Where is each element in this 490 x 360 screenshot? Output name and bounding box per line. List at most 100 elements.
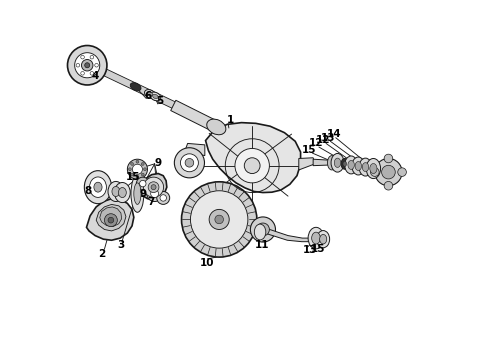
Circle shape bbox=[136, 177, 149, 190]
Circle shape bbox=[215, 215, 223, 224]
Text: 12: 12 bbox=[309, 139, 323, 148]
Circle shape bbox=[141, 173, 144, 176]
Circle shape bbox=[127, 159, 147, 179]
Circle shape bbox=[382, 165, 395, 179]
Ellipse shape bbox=[119, 188, 126, 198]
Ellipse shape bbox=[331, 153, 344, 172]
Ellipse shape bbox=[115, 183, 130, 203]
Text: 13: 13 bbox=[321, 133, 336, 143]
Circle shape bbox=[147, 186, 163, 202]
Circle shape bbox=[151, 190, 159, 198]
Circle shape bbox=[245, 158, 260, 174]
Ellipse shape bbox=[254, 224, 266, 240]
Ellipse shape bbox=[319, 234, 327, 244]
Text: 6: 6 bbox=[145, 91, 152, 101]
Text: 10: 10 bbox=[200, 258, 215, 268]
Circle shape bbox=[256, 223, 270, 236]
Ellipse shape bbox=[352, 157, 365, 175]
Polygon shape bbox=[265, 228, 310, 242]
Ellipse shape bbox=[341, 158, 348, 169]
Text: 11: 11 bbox=[255, 240, 270, 250]
Circle shape bbox=[136, 175, 139, 178]
Circle shape bbox=[68, 45, 107, 85]
Ellipse shape bbox=[147, 92, 153, 96]
Circle shape bbox=[141, 162, 144, 165]
Ellipse shape bbox=[370, 163, 377, 174]
Circle shape bbox=[136, 160, 139, 163]
Circle shape bbox=[74, 53, 100, 78]
Circle shape bbox=[128, 168, 131, 171]
Ellipse shape bbox=[108, 181, 124, 202]
Ellipse shape bbox=[317, 230, 330, 248]
Polygon shape bbox=[96, 204, 126, 231]
Ellipse shape bbox=[355, 162, 362, 171]
Circle shape bbox=[131, 162, 134, 165]
Circle shape bbox=[185, 158, 194, 167]
Text: 1: 1 bbox=[226, 115, 234, 125]
Ellipse shape bbox=[344, 156, 358, 174]
Circle shape bbox=[157, 192, 170, 204]
Ellipse shape bbox=[94, 182, 102, 192]
Ellipse shape bbox=[134, 183, 141, 204]
Circle shape bbox=[95, 63, 98, 67]
Text: 5: 5 bbox=[156, 96, 163, 106]
Ellipse shape bbox=[112, 186, 120, 197]
Ellipse shape bbox=[145, 90, 155, 98]
Circle shape bbox=[104, 214, 117, 226]
Text: 15: 15 bbox=[301, 144, 316, 154]
Polygon shape bbox=[100, 207, 122, 226]
Ellipse shape bbox=[359, 158, 372, 176]
Circle shape bbox=[191, 191, 248, 248]
Circle shape bbox=[140, 180, 146, 187]
Polygon shape bbox=[299, 158, 315, 170]
Circle shape bbox=[90, 55, 94, 59]
Text: 15: 15 bbox=[126, 172, 140, 182]
Circle shape bbox=[76, 63, 80, 67]
Circle shape bbox=[384, 181, 393, 190]
Circle shape bbox=[151, 185, 156, 190]
Text: 13: 13 bbox=[303, 245, 318, 255]
Text: 15: 15 bbox=[311, 244, 326, 254]
Circle shape bbox=[81, 59, 93, 71]
Text: 4: 4 bbox=[92, 71, 99, 81]
Ellipse shape bbox=[366, 158, 381, 179]
Polygon shape bbox=[140, 174, 167, 200]
Text: 9: 9 bbox=[155, 158, 162, 168]
Ellipse shape bbox=[152, 94, 158, 99]
Circle shape bbox=[181, 182, 257, 257]
Polygon shape bbox=[185, 143, 205, 156]
Ellipse shape bbox=[130, 83, 141, 91]
Ellipse shape bbox=[327, 156, 336, 170]
Ellipse shape bbox=[348, 161, 354, 170]
Circle shape bbox=[85, 63, 90, 68]
Circle shape bbox=[108, 217, 114, 223]
Ellipse shape bbox=[362, 163, 368, 172]
Circle shape bbox=[144, 168, 147, 171]
Polygon shape bbox=[103, 69, 182, 112]
Text: 7: 7 bbox=[147, 197, 155, 207]
Circle shape bbox=[174, 148, 204, 178]
Circle shape bbox=[370, 168, 379, 176]
Circle shape bbox=[132, 164, 143, 174]
Text: 12: 12 bbox=[316, 135, 330, 145]
Circle shape bbox=[160, 195, 167, 201]
Circle shape bbox=[375, 158, 402, 186]
Circle shape bbox=[250, 217, 275, 242]
Ellipse shape bbox=[207, 119, 226, 135]
Circle shape bbox=[384, 154, 393, 163]
Ellipse shape bbox=[84, 171, 112, 204]
Ellipse shape bbox=[150, 92, 161, 101]
Ellipse shape bbox=[312, 232, 320, 244]
Circle shape bbox=[148, 182, 159, 193]
Ellipse shape bbox=[90, 177, 106, 197]
Text: 2: 2 bbox=[98, 248, 105, 258]
Polygon shape bbox=[205, 123, 300, 193]
Circle shape bbox=[180, 154, 198, 172]
Text: 8: 8 bbox=[84, 186, 92, 197]
Circle shape bbox=[209, 210, 229, 229]
Text: 3: 3 bbox=[118, 240, 125, 250]
Circle shape bbox=[235, 148, 270, 183]
Circle shape bbox=[81, 72, 84, 75]
Ellipse shape bbox=[308, 227, 324, 249]
Circle shape bbox=[144, 177, 164, 197]
